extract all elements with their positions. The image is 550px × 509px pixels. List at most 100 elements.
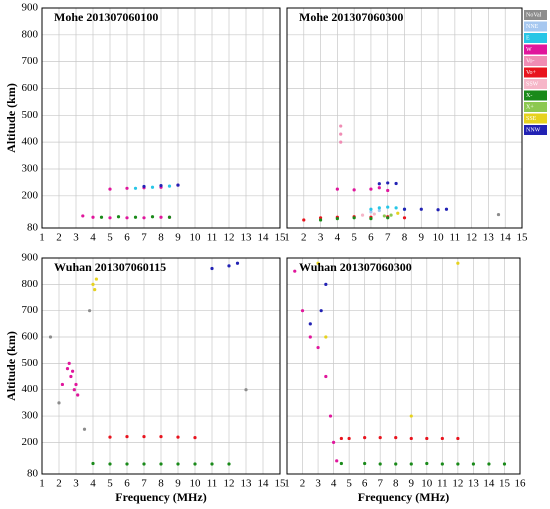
data-point <box>93 288 97 292</box>
panel-title: Wuhan 201307060300 <box>299 260 412 274</box>
plot-frame <box>41 257 281 475</box>
data-point <box>82 427 87 431</box>
x-axis-label: Frequency (MHz) <box>358 490 449 504</box>
data-point <box>308 322 312 326</box>
data-point <box>302 218 306 222</box>
y-tick-label: 600 <box>22 82 39 94</box>
x-tick-label: 1 <box>284 478 290 490</box>
x-tick-label: 6 <box>124 232 130 244</box>
x-tick-label: 2 <box>56 232 62 244</box>
data-point <box>377 182 381 186</box>
legend-swatch <box>524 56 547 66</box>
x-tick-label: 5 <box>351 232 357 244</box>
data-point <box>377 206 381 210</box>
x-tick-label: 9 <box>419 232 425 244</box>
data-point <box>94 277 98 281</box>
data-point <box>76 393 80 397</box>
data-point <box>108 187 112 191</box>
x-tick-label: 13 <box>483 232 495 244</box>
data-point <box>74 382 78 387</box>
data-point <box>293 269 297 273</box>
legend-label: E <box>526 35 530 41</box>
y-tick-label: 300 <box>22 410 39 422</box>
data-point <box>319 309 323 313</box>
data-point <box>456 462 460 466</box>
y-tick-label: 900 <box>22 2 39 14</box>
panel-title: Mohe 201307060300 <box>299 10 403 24</box>
data-point <box>396 211 400 215</box>
y-tick-label: 400 <box>22 383 39 395</box>
x-tick-label: 13 <box>241 478 253 490</box>
data-point <box>167 184 172 188</box>
x-tick-label: 4 <box>331 478 337 490</box>
data-point <box>339 132 343 136</box>
x-tick-label: 3 <box>318 232 324 244</box>
legend-swatch <box>524 33 547 43</box>
y-tick-label: 700 <box>22 55 39 67</box>
data-point <box>372 212 376 216</box>
data-point <box>386 181 390 185</box>
data-point <box>394 462 398 466</box>
data-point <box>363 461 367 466</box>
plot-frame <box>286 7 523 229</box>
x-tick-label: 7 <box>385 232 391 244</box>
data-point <box>378 436 382 440</box>
data-point <box>394 206 398 210</box>
data-point <box>409 436 413 441</box>
data-point <box>335 459 339 463</box>
x-tick-label: 2 <box>300 478 306 490</box>
data-point <box>409 462 413 466</box>
data-point <box>176 183 180 187</box>
data-point <box>159 215 163 219</box>
x-tick-label: 4 <box>335 232 341 244</box>
data-point <box>425 436 429 441</box>
data-point <box>440 436 444 441</box>
x-tick-label: 14 <box>500 232 512 244</box>
x-tick-label: 10 <box>433 232 445 244</box>
x-tick-label: 2 <box>301 232 307 244</box>
data-point <box>244 388 248 392</box>
y-tick-label: 500 <box>22 357 39 369</box>
data-point <box>108 435 112 439</box>
data-point <box>176 462 180 466</box>
data-point <box>142 462 146 466</box>
data-point <box>142 434 146 439</box>
data-point <box>332 440 336 444</box>
legend-label: SSW <box>526 81 539 87</box>
x-tick-label: 15 <box>517 232 529 244</box>
data-point <box>91 461 95 466</box>
legend-label: NNE <box>526 24 539 30</box>
data-point <box>502 462 507 466</box>
x-tick-label: 14 <box>483 478 495 490</box>
data-point <box>360 213 365 217</box>
legend-label: X- <box>526 93 532 99</box>
data-point <box>150 185 155 189</box>
data-point <box>125 216 129 220</box>
x-tick-label: 15 <box>275 232 287 244</box>
x-tick-label: 8 <box>158 478 164 490</box>
y-tick-label: 600 <box>22 331 39 343</box>
y-tick-label: 800 <box>22 28 39 40</box>
x-tick-label: 14 <box>258 232 270 244</box>
y-tick-label: 200 <box>22 436 39 448</box>
x-tick-label: 1 <box>284 232 290 244</box>
y-tick-label: 900 <box>22 252 39 264</box>
x-tick-label: 8 <box>402 232 408 244</box>
data-point <box>389 213 393 217</box>
data-point <box>363 436 367 440</box>
data-point <box>81 214 85 218</box>
data-point <box>210 462 214 466</box>
legend-label: X+ <box>526 104 534 110</box>
y-tick-label: 80 <box>27 468 39 480</box>
y-axis-label: Altitude (km) <box>4 83 18 153</box>
data-point <box>456 436 460 441</box>
x-tick-label: 12 <box>224 478 235 490</box>
x-tick-label: 13 <box>468 478 480 490</box>
data-point <box>108 462 112 466</box>
data-point <box>394 436 398 440</box>
x-tick-label: 9 <box>175 478 181 490</box>
legend-swatch <box>524 44 547 55</box>
data-point <box>316 345 320 350</box>
data-point <box>436 208 440 212</box>
